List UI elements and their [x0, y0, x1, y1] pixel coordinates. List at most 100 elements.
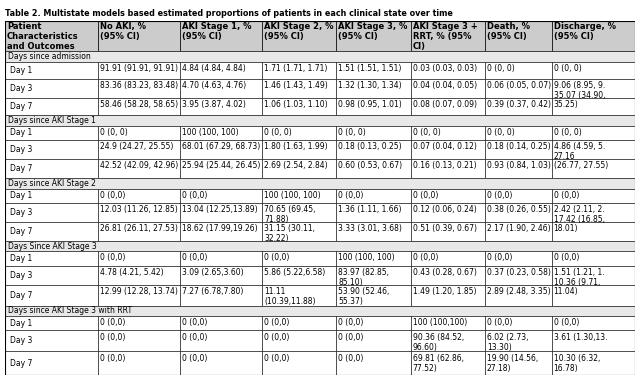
Bar — [262, 79, 337, 98]
Bar — [99, 285, 180, 306]
Bar — [262, 188, 337, 203]
Text: 0.60 (0.53, 0.67): 0.60 (0.53, 0.67) — [339, 161, 403, 170]
Text: 0.93 (0.84, 1.03): 0.93 (0.84, 1.03) — [487, 161, 551, 170]
Text: 0 (0, 0): 0 (0, 0) — [264, 128, 292, 137]
Bar — [337, 62, 411, 79]
Text: Days since AKI Stage 1: Days since AKI Stage 1 — [8, 116, 95, 125]
Text: 100 (100, 100): 100 (100, 100) — [182, 128, 239, 137]
Bar — [262, 62, 337, 79]
Bar — [262, 316, 337, 330]
Bar — [485, 188, 552, 203]
Bar — [99, 351, 180, 375]
Bar — [552, 188, 635, 203]
Text: 58.46 (58.28, 58.65): 58.46 (58.28, 58.65) — [100, 100, 179, 109]
Bar — [485, 351, 552, 375]
Bar — [411, 330, 485, 351]
Text: Day 3: Day 3 — [10, 208, 33, 217]
Bar — [5, 203, 99, 222]
Bar — [262, 203, 337, 222]
Text: 0 (0, 0): 0 (0, 0) — [413, 128, 440, 137]
Bar — [552, 79, 635, 98]
Bar — [552, 266, 635, 285]
Text: AKI Stage 2, %
(95% CI): AKI Stage 2, % (95% CI) — [264, 22, 333, 41]
Bar — [99, 79, 180, 98]
Bar — [337, 285, 411, 306]
Text: Days Since AKI Stage 3: Days Since AKI Stage 3 — [8, 242, 97, 251]
Bar — [180, 222, 262, 241]
Text: 0 (0,0): 0 (0,0) — [554, 254, 579, 263]
Text: 1.80 (1.63, 1.99): 1.80 (1.63, 1.99) — [264, 142, 328, 151]
Text: 2.17 (1.90, 2.46): 2.17 (1.90, 2.46) — [487, 224, 550, 233]
Text: Day 1: Day 1 — [10, 254, 33, 263]
Bar — [180, 266, 262, 285]
Text: 0 (0,0): 0 (0,0) — [487, 254, 512, 263]
Text: 1.46 (1.43, 1.49): 1.46 (1.43, 1.49) — [264, 81, 328, 90]
Text: 35.25): 35.25) — [554, 100, 579, 109]
Bar — [5, 330, 99, 351]
Bar — [485, 222, 552, 241]
Bar — [411, 188, 485, 203]
Text: 0 (0,0): 0 (0,0) — [100, 191, 125, 200]
Bar — [5, 125, 99, 140]
Text: 4.84 (4.84, 4.84): 4.84 (4.84, 4.84) — [182, 64, 246, 73]
Bar — [552, 98, 635, 115]
Text: 25.94 (25.44, 26.45): 25.94 (25.44, 26.45) — [182, 161, 260, 170]
Bar — [5, 79, 99, 98]
Text: 18.62 (17.99,19.26): 18.62 (17.99,19.26) — [182, 224, 258, 233]
Text: Day 7: Day 7 — [10, 164, 33, 173]
Bar — [99, 98, 180, 115]
Bar — [485, 140, 552, 159]
Bar — [552, 62, 635, 79]
Text: 3.61 (1.30,13.: 3.61 (1.30,13. — [554, 332, 607, 341]
Bar — [337, 222, 411, 241]
Bar — [485, 316, 552, 330]
Text: 7.27 (6.78,7.80): 7.27 (6.78,7.80) — [182, 287, 243, 296]
Text: 1.36 (1.11, 1.66): 1.36 (1.11, 1.66) — [339, 205, 402, 214]
Bar — [337, 203, 411, 222]
Bar — [411, 140, 485, 159]
Text: 2.69 (2.54, 2.84): 2.69 (2.54, 2.84) — [264, 161, 328, 170]
Bar — [180, 351, 262, 375]
Bar — [180, 251, 262, 266]
Bar — [5, 241, 635, 251]
Text: 0.98 (0.95, 1.01): 0.98 (0.95, 1.01) — [339, 100, 402, 109]
Bar — [99, 251, 180, 266]
Text: Day 3: Day 3 — [10, 271, 33, 280]
Text: 0 (0, 0): 0 (0, 0) — [487, 64, 515, 73]
Bar — [337, 351, 411, 375]
Text: 1.06 (1.03, 1.10): 1.06 (1.03, 1.10) — [264, 100, 328, 109]
Text: 0 (0,0): 0 (0,0) — [487, 191, 512, 200]
Text: 1.51 (1.21, 1.
10.36 (9.71,: 1.51 (1.21, 1. 10.36 (9.71, — [554, 268, 604, 287]
Text: 0.03 (0.03, 0.03): 0.03 (0.03, 0.03) — [413, 64, 477, 73]
Text: Day 1: Day 1 — [10, 191, 33, 200]
Bar — [411, 125, 485, 140]
Bar — [411, 266, 485, 285]
Bar — [180, 125, 262, 140]
Text: 0 (0,0): 0 (0,0) — [264, 254, 289, 263]
Text: 1.49 (1.20, 1.85): 1.49 (1.20, 1.85) — [413, 287, 476, 296]
Text: 0 (0, 0): 0 (0, 0) — [554, 64, 581, 73]
Bar — [485, 330, 552, 351]
Bar — [552, 316, 635, 330]
Text: 0 (0,0): 0 (0,0) — [100, 354, 125, 363]
Bar — [180, 285, 262, 306]
Text: Day 7: Day 7 — [10, 227, 33, 236]
Bar — [485, 203, 552, 222]
Text: 91.91 (91.91, 91.91): 91.91 (91.91, 91.91) — [100, 64, 178, 73]
Bar — [5, 115, 635, 125]
Text: Day 1: Day 1 — [10, 66, 33, 75]
Text: 70.65 (69.45,
71.88): 70.65 (69.45, 71.88) — [264, 205, 316, 224]
Text: 0 (0, 0): 0 (0, 0) — [339, 128, 366, 137]
Text: 68.01 (67.29, 68.73): 68.01 (67.29, 68.73) — [182, 142, 260, 151]
Text: (26.77, 27.55): (26.77, 27.55) — [554, 161, 608, 170]
Text: 0 (0,0): 0 (0,0) — [339, 354, 364, 363]
Text: 4.78 (4.21, 5.42): 4.78 (4.21, 5.42) — [100, 268, 164, 277]
Text: 31.15 (30.11,
32.22): 31.15 (30.11, 32.22) — [264, 224, 315, 243]
Text: 83.36 (83.23, 83.48): 83.36 (83.23, 83.48) — [100, 81, 179, 90]
Text: 0 (0, 0): 0 (0, 0) — [554, 128, 581, 137]
Text: 100 (100, 100): 100 (100, 100) — [339, 254, 395, 263]
Bar — [99, 188, 180, 203]
Text: Day 1: Day 1 — [10, 319, 33, 328]
Text: Days since AKI Stage 2: Days since AKI Stage 2 — [8, 179, 95, 188]
Text: 3.95 (3.87, 4.02): 3.95 (3.87, 4.02) — [182, 100, 246, 109]
